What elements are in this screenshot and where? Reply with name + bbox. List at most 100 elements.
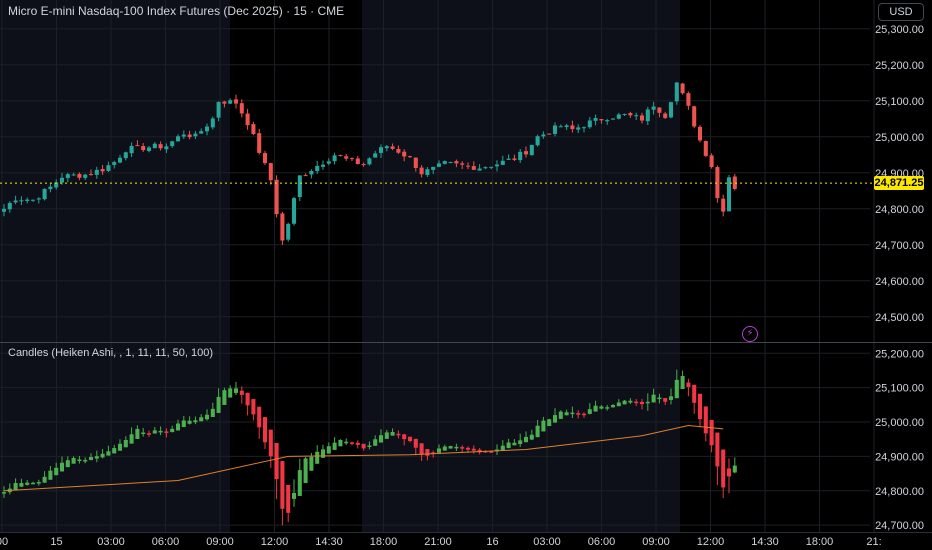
candle-body <box>216 101 221 118</box>
ha-body <box>384 432 389 439</box>
candle-body <box>25 199 30 201</box>
ha-body <box>320 449 326 458</box>
ha-body <box>523 436 529 443</box>
ha-body <box>291 492 297 499</box>
ha-body <box>158 430 163 433</box>
ha-body <box>65 460 70 468</box>
candle-body <box>291 198 297 224</box>
candle-body <box>129 145 134 154</box>
candle-body <box>48 186 53 190</box>
ha-body <box>164 431 169 433</box>
ha-body <box>233 388 239 393</box>
ha-body <box>112 448 117 454</box>
ha-body <box>100 453 105 458</box>
candle-body <box>315 165 320 172</box>
ha-body <box>338 439 343 447</box>
candle-body <box>419 167 424 175</box>
ha-body <box>512 442 517 446</box>
candle-body <box>117 157 123 163</box>
ha-body <box>645 401 650 404</box>
candle-body <box>529 144 534 156</box>
ha-body <box>106 451 111 456</box>
ha-body <box>367 445 372 447</box>
x-tick-label: 15 <box>50 536 62 548</box>
candle-body <box>692 106 697 127</box>
ha-body <box>686 382 691 387</box>
candle-body <box>1 208 7 212</box>
candle-body <box>355 158 360 165</box>
ha-body <box>552 415 558 423</box>
ha-body <box>436 448 442 453</box>
x-tick-label: 09:00 <box>206 536 234 548</box>
ha-body <box>460 447 465 449</box>
candle-body <box>378 147 384 153</box>
candle-body <box>112 162 117 165</box>
x-tick-label: 12:00 <box>697 536 725 548</box>
candle-body <box>454 161 459 164</box>
candle-body <box>135 145 140 147</box>
y-tick-label: 25,000.00 <box>875 132 924 144</box>
candle-body <box>436 163 442 167</box>
ha-body <box>692 384 697 403</box>
candle-body <box>373 153 378 158</box>
ha-body <box>610 405 616 408</box>
ha-body <box>286 484 291 513</box>
candle-body <box>19 200 24 202</box>
ha-body <box>123 439 128 448</box>
candle-body <box>564 125 569 128</box>
candle-body <box>338 155 343 157</box>
candle-body <box>465 165 471 167</box>
y-tick-label: 25,000.00 <box>875 417 924 429</box>
candle-body <box>552 125 558 134</box>
candle-body <box>332 155 337 162</box>
ha-body <box>657 397 662 400</box>
candle-body <box>645 109 650 122</box>
ha-body <box>280 461 285 509</box>
ha-body <box>30 482 36 485</box>
x-tick-label: 21:00 <box>424 536 452 548</box>
currency-button[interactable]: USD <box>878 3 924 21</box>
y-tick-label: 24,900.00 <box>875 451 924 463</box>
candle-body <box>36 198 41 200</box>
ha-body <box>564 412 569 416</box>
candle-body <box>500 160 505 165</box>
ha-body <box>558 411 563 419</box>
candle-body <box>30 199 36 201</box>
ha-body <box>361 443 366 449</box>
candle-body <box>106 165 111 171</box>
x-tick-label: 03:00 <box>533 536 561 548</box>
ha-body <box>88 457 94 461</box>
lightning-icon[interactable]: ⚡ <box>742 326 758 342</box>
candle-body <box>726 177 732 212</box>
candle-body <box>141 146 146 151</box>
y-tick-label: 25,100.00 <box>875 96 924 108</box>
ha-body <box>547 419 552 427</box>
session-shade <box>0 0 230 532</box>
candle-body <box>71 174 76 176</box>
candle-body <box>65 174 70 178</box>
ha-body <box>36 482 41 484</box>
candle-body <box>170 141 175 147</box>
candle-body <box>239 103 244 114</box>
ha-body <box>274 442 279 480</box>
candle-body <box>541 134 546 137</box>
candle-body <box>622 113 627 115</box>
candle-body <box>668 102 674 118</box>
candle-body <box>100 168 105 172</box>
ha-body <box>477 449 482 453</box>
candle-body <box>320 164 326 167</box>
candle-body <box>384 146 389 149</box>
y-tick-label: 24,500.00 <box>875 312 924 324</box>
ha-body <box>83 460 88 462</box>
candle-body <box>686 93 691 106</box>
ha-body <box>146 433 152 435</box>
candle-body <box>349 158 355 160</box>
candle-body <box>344 156 349 159</box>
ha-body <box>535 425 540 438</box>
candle-body <box>54 182 59 188</box>
candle-body <box>326 161 331 164</box>
ha-body <box>262 417 268 443</box>
candle-body <box>175 136 181 142</box>
